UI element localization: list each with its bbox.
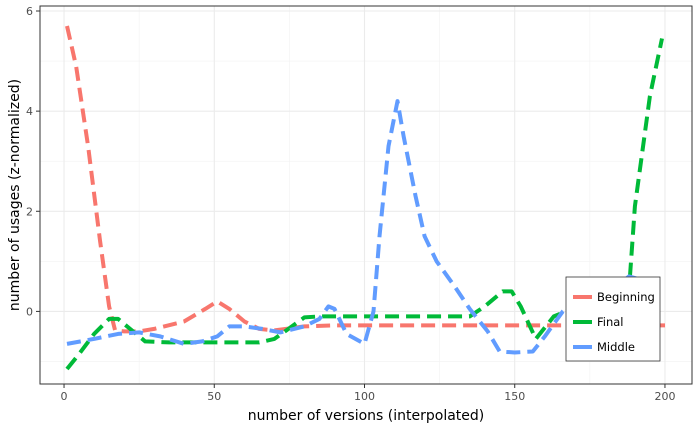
legend-label-middle: Middle [597, 340, 635, 354]
series-line-middle [66, 99, 639, 355]
x-axis: 0 50 100 150 200 [61, 384, 675, 403]
y-tick-label: 6 [26, 5, 33, 18]
legend-label-beginning: Beginning [597, 290, 655, 304]
legend: Beginning Final Middle [565, 276, 661, 362]
y-axis: 0 2 4 6 [26, 5, 40, 318]
plot-border [39, 5, 693, 385]
y-axis-title: number of usages (z-normalized) [7, 79, 23, 311]
y-tick-label: 0 [26, 305, 33, 318]
x-axis-title: number of versions (interpolated) [248, 408, 485, 424]
x-tick-label: 0 [61, 390, 68, 403]
x-tick-label: 150 [504, 390, 525, 403]
series-line-beginning [65, 25, 665, 334]
y-tick-label: 4 [26, 105, 33, 118]
y-tick-label: 2 [26, 205, 33, 218]
x-tick-label: 100 [354, 390, 375, 403]
legend-label-final: Final [597, 315, 624, 329]
x-tick-label: 200 [654, 390, 675, 403]
x-tick-label: 50 [207, 390, 221, 403]
